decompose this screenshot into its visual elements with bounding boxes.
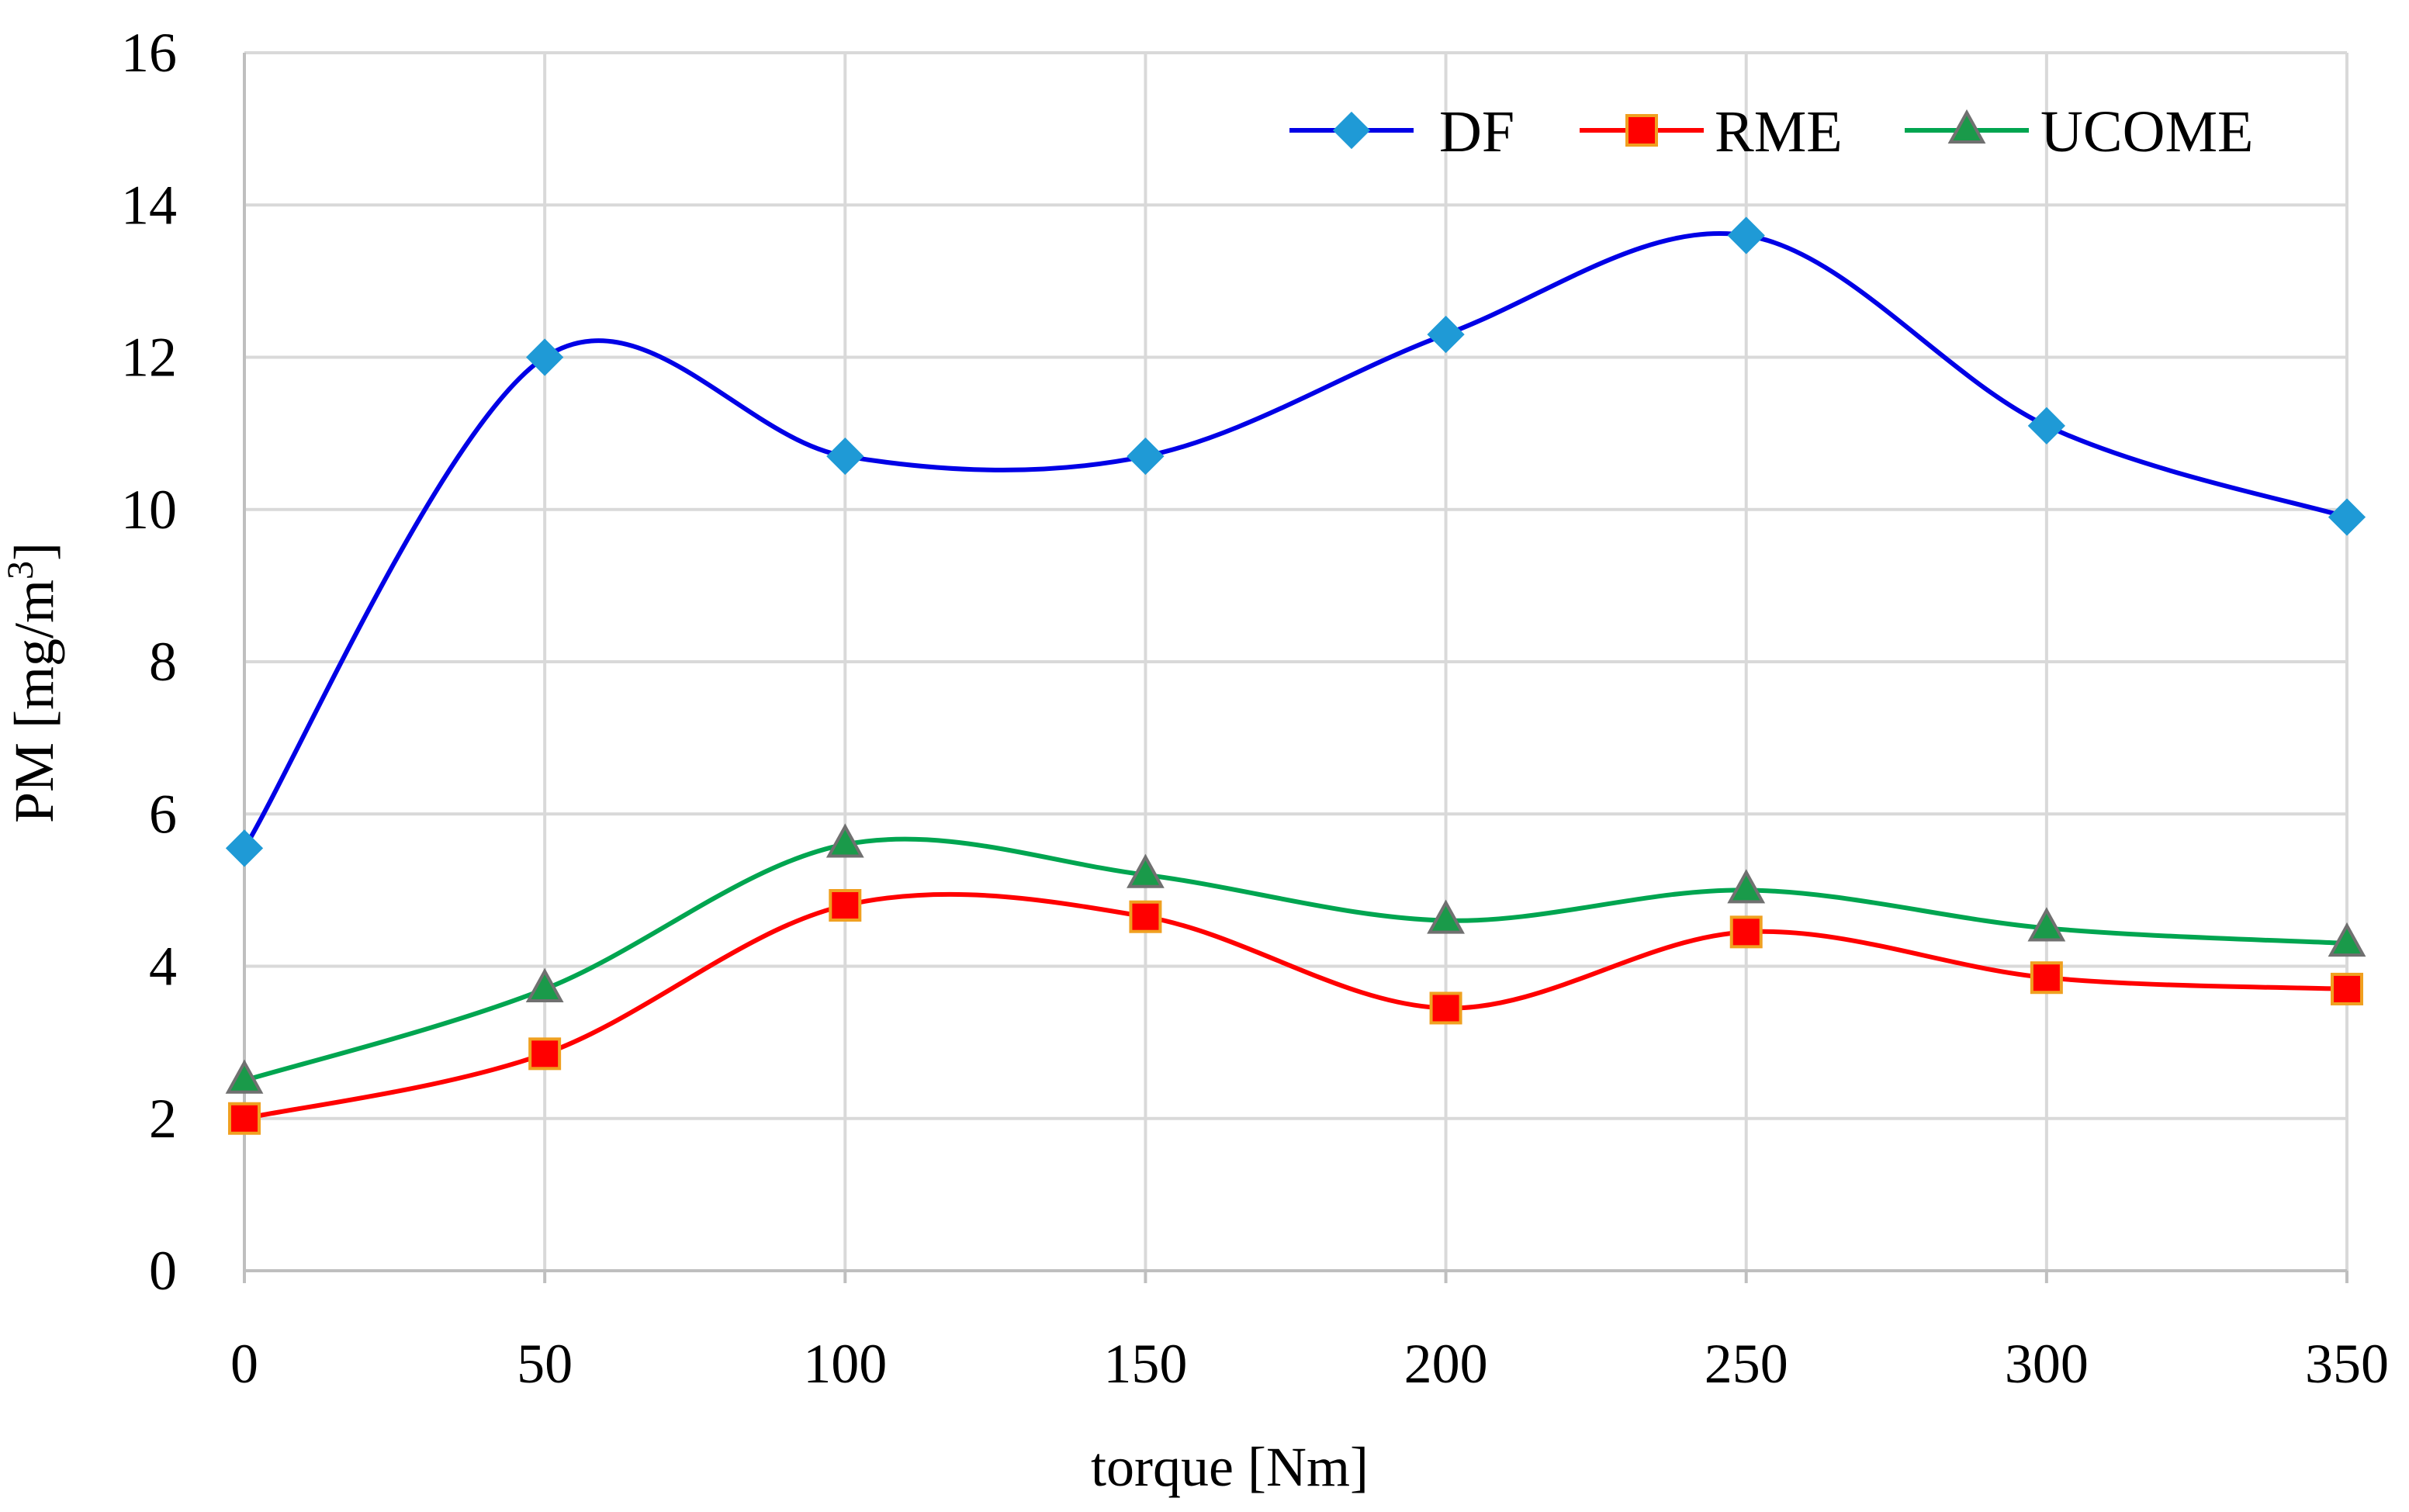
data-point-rme [1729, 915, 1763, 949]
y-axis-title-superscript: 3 [0, 561, 41, 580]
x-tick-label: 350 [2305, 1333, 2389, 1395]
axis-layer [243, 53, 2348, 1283]
series-line-df [242, 230, 2348, 849]
y-tick-label: 4 [149, 936, 177, 998]
legend-marker-ucome [1947, 109, 1986, 144]
y-tick-label: 12 [121, 327, 177, 389]
data-point-rme [2030, 961, 2063, 995]
data-point-ucome [225, 1059, 264, 1094]
tick-label-layer: 0 2 4 6 8 10 12 14 16 0 50 100 150 200 250 300 350 [121, 22, 2389, 1395]
y-tick-label: 10 [121, 479, 177, 541]
x-tick-label: 150 [1103, 1333, 1187, 1395]
x-tick-label: 0 [230, 1333, 258, 1395]
y-tick-label: 14 [121, 174, 177, 236]
data-point-rme [1129, 900, 1162, 933]
data-point-df [225, 829, 264, 867]
data-point-ucome [1727, 869, 1766, 904]
y-tick-label: 0 [149, 1240, 177, 1302]
y-axis-title-end: ] [3, 542, 65, 561]
y-axis-title-main: PM [mg/m [3, 580, 65, 823]
legend: DF RME UCOME [1289, 99, 2253, 164]
y-tick-label: 16 [121, 22, 177, 84]
legend-label-df: DF [1439, 99, 1514, 164]
series-line-rme [244, 891, 2348, 1121]
legend-label-rme: RME [1715, 99, 1843, 164]
data-point-ucome [2328, 922, 2366, 957]
data-point-rme [2331, 972, 2363, 1005]
series-line-ucome [244, 836, 2348, 1083]
x-tick-label: 50 [517, 1333, 573, 1395]
y-axis-title: PM [mg/m3] [0, 542, 65, 823]
data-point-df [826, 437, 864, 476]
x-tick-label: 200 [1404, 1333, 1488, 1395]
legend-marker-df [1332, 111, 1371, 150]
x-tick-label: 250 [1705, 1333, 1788, 1395]
data-point-df [2027, 407, 2065, 445]
x-tick-label: 100 [803, 1333, 887, 1395]
data-point-ucome [1127, 853, 1165, 888]
data-point-rme [829, 889, 862, 922]
y-tick-label: 6 [149, 783, 177, 845]
data-point-df [526, 338, 564, 376]
legend-label-ucome: UCOME [2040, 99, 2253, 164]
x-axis-title: torque [Nm] [1091, 1436, 1369, 1498]
marker-layer [225, 216, 2366, 1135]
data-point-rme [1429, 991, 1462, 1025]
data-point-df [1127, 437, 1165, 476]
data-point-rme [528, 1037, 562, 1071]
y-tick-label: 2 [149, 1088, 177, 1150]
data-point-ucome [2027, 907, 2066, 942]
data-point-ucome [525, 967, 564, 1002]
data-point-ucome [1427, 899, 1465, 934]
data-point-ucome [825, 823, 864, 858]
legend-marker-rme [1625, 114, 1658, 147]
data-point-df [1727, 216, 1765, 254]
data-point-df [2328, 498, 2366, 536]
data-point-rme [228, 1102, 261, 1135]
y-tick-label: 8 [149, 631, 177, 693]
data-point-df [1427, 315, 1465, 354]
x-tick-label: 300 [2005, 1333, 2089, 1395]
grid-layer [244, 51, 2348, 1271]
